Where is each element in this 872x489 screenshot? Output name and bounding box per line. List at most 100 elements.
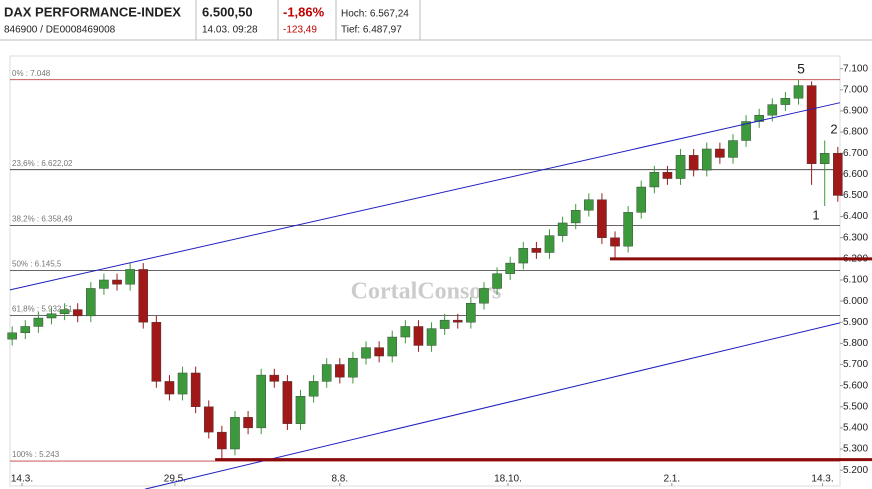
y-tick-label: 6.800 [843, 127, 868, 138]
candle-body [20, 326, 31, 334]
candle-body [531, 248, 542, 253]
candle-body [819, 152, 830, 164]
x-tick-label: 18.10. [494, 474, 522, 485]
price: 6.500,50 [202, 4, 253, 19]
fib-label: 38,2% : 6.358,49 [12, 214, 73, 223]
y-tick-label: 6.400 [843, 211, 868, 222]
candle-body [348, 357, 358, 378]
candle-body [479, 288, 489, 304]
candle-body [466, 303, 476, 323]
candle-body [256, 374, 266, 429]
candle-body [295, 395, 306, 424]
trend-channel [144, 322, 841, 489]
y-tick-label: 6.100 [843, 275, 868, 286]
candle-body [452, 319, 463, 323]
candle-body [688, 155, 699, 171]
candle-body [7, 332, 17, 340]
x-tick-label: 29.5. [164, 474, 186, 485]
change-pct: -1,86% [283, 4, 325, 19]
candle-body [230, 417, 240, 450]
candle-body [164, 381, 175, 395]
candle-body [570, 210, 581, 224]
candle-body [557, 222, 568, 236]
y-tick-label: 5.900 [843, 317, 868, 328]
candle-body [46, 313, 57, 319]
candle-body [610, 237, 620, 247]
candle-body [72, 309, 83, 317]
x-tick-label: 14.3. [811, 474, 833, 485]
wave-label: 2 [830, 121, 837, 136]
day-high: Hoch: 6.567,24 [341, 9, 409, 20]
fib-label: 50% : 6.145,5 [12, 259, 62, 268]
y-tick-label: 5.600 [843, 380, 868, 391]
time: 14.03. 09:28 [202, 25, 258, 36]
candle-body [806, 85, 817, 164]
candle-body [387, 336, 398, 357]
candle-body [833, 152, 843, 196]
candle-body [335, 364, 345, 378]
candle-body [793, 85, 804, 99]
x-tick-label: 2.1. [663, 474, 680, 485]
candle-body [282, 381, 293, 424]
y-tick-label: 5.400 [843, 423, 868, 434]
candle-body [662, 172, 673, 179]
candle-body [505, 262, 515, 274]
y-tick-label: 5.300 [843, 444, 868, 455]
fib-label: 61,8% : 5.932,51 [12, 304, 73, 313]
y-tick-label: 6.300 [843, 232, 868, 243]
y-tick-label: 6.000 [843, 296, 868, 307]
candle-body [544, 235, 555, 253]
trend-channel [9, 102, 841, 291]
x-tick-label: 8.8. [331, 474, 348, 485]
candle-body [361, 347, 371, 359]
candle-body [243, 417, 253, 429]
y-tick-label: 5.500 [843, 401, 868, 412]
candle-body [374, 347, 384, 357]
x-tick-label: 14.3. [11, 474, 33, 485]
wave-label: 1 [812, 207, 819, 222]
candle-body [701, 148, 712, 171]
candle-body [99, 279, 109, 289]
candle-body [400, 326, 411, 338]
candle-body [138, 269, 149, 323]
wave-label: 5 [797, 61, 805, 77]
candle-body [780, 98, 791, 105]
candle-body [308, 381, 319, 397]
day-low: Tief: 6.487,97 [341, 25, 402, 36]
candle-body [518, 248, 529, 264]
candle-body [33, 317, 44, 327]
y-tick-label: 5.700 [843, 359, 868, 370]
fib-label: 23,6% : 6.622,02 [12, 159, 73, 168]
y-tick-label: 6.700 [843, 148, 868, 159]
candle-body [754, 114, 764, 122]
fib-label: 100% : 5.243 [12, 450, 60, 459]
fib-label: 0% : 7.048 [12, 69, 51, 78]
plot-frame [9, 55, 841, 487]
y-tick-label: 5.200 [843, 465, 868, 476]
y-tick-label: 7.000 [843, 84, 868, 95]
candle-body [112, 279, 122, 285]
y-tick-label: 5.800 [843, 338, 868, 349]
candle-body [269, 374, 280, 382]
candle-body [728, 140, 738, 158]
candle-body [321, 364, 332, 382]
candle-body [413, 326, 424, 346]
candle-body [636, 186, 647, 213]
index-ids: 846900 / DE0008469008 [4, 25, 116, 36]
candle-body [426, 328, 437, 346]
y-tick-label: 6.900 [843, 106, 868, 117]
candle-body [584, 199, 594, 211]
watermark: CortalConsors [351, 279, 502, 305]
candle-body [125, 269, 135, 285]
candle-body [59, 309, 70, 314]
candle-body [177, 372, 188, 395]
y-tick-label: 6.600 [843, 169, 868, 180]
candle-body [86, 288, 96, 317]
candle-body [767, 104, 778, 116]
candle-body [190, 372, 201, 407]
candle-body [649, 172, 660, 188]
candle-body [741, 121, 751, 141]
y-tick-label: 6.500 [843, 190, 868, 201]
